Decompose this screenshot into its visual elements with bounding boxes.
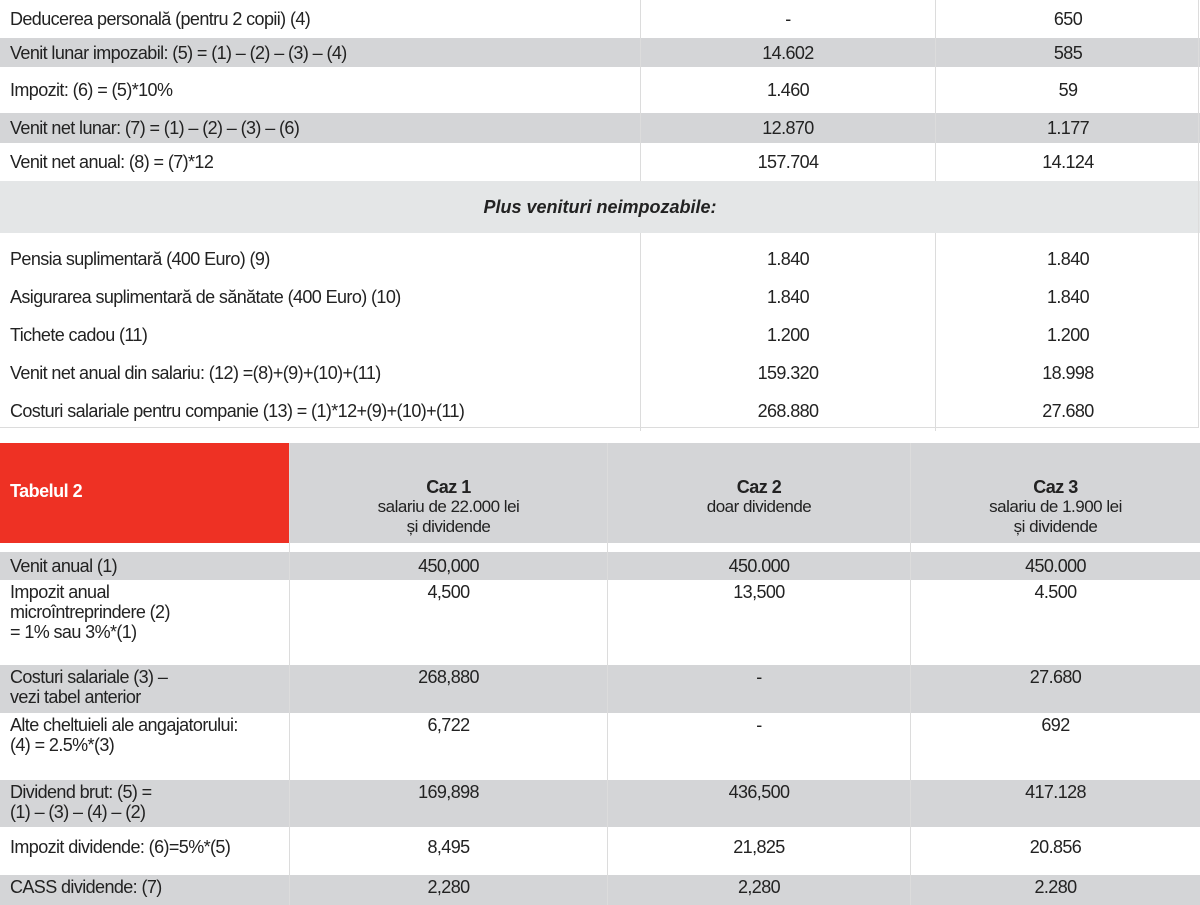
row-label: Venit lunar impozabil: (5) = (1) – (2) –… [10, 43, 347, 63]
row-value: 436,500 [607, 780, 910, 827]
table-row: Impozit anual microîntreprindere (2) = 1… [0, 580, 1200, 665]
row-value: 450.000 [910, 552, 1200, 580]
table-row: Alte cheltuieli ale angajatorului: (4) =… [0, 713, 1200, 780]
table-row: Venit net anual din salariu: (12) =(8)+(… [0, 355, 1200, 393]
row-value: 268,880 [289, 665, 607, 713]
row-value: 450.000 [607, 552, 910, 580]
column-header-caz-3: Caz 3 salariu de 1.900 lei și dividende [910, 443, 1200, 543]
row-value: 2,280 [289, 875, 607, 905]
table-row: Tichete cadou (11) 1.200 1.200 [0, 317, 1200, 355]
row-value: 4.500 [910, 580, 1200, 665]
row-label: Alte cheltuieli ale angajatorului: (4) =… [10, 715, 238, 755]
table-column-lines [0, 543, 1200, 552]
row-value: 8,495 [289, 827, 607, 875]
column-header-caz-2: Caz 2 doar dividende [607, 443, 910, 543]
column-header-caz-1: Caz 1 salariu de 22.000 lei și dividende [289, 443, 607, 543]
table-row: Venit anual (1) 450,000 450.000 450.000 [0, 552, 1200, 580]
table-2-title: Tabelul 2 [0, 443, 289, 543]
row-value: 59 [935, 67, 1200, 113]
table-2-header: Tabelul 2 Caz 1 salariu de 22.000 lei și… [0, 443, 1200, 543]
row-label: Impozit: (6) = (5)*10% [10, 80, 173, 100]
divider [289, 543, 290, 552]
row-label: Venit net lunar: (7) = (1) – (2) – (3) –… [10, 118, 300, 138]
row-value: 4,500 [289, 580, 607, 665]
row-value: 12.870 [640, 113, 935, 143]
row-value: 1.840 [640, 279, 935, 317]
column-sub2: și dividende [406, 517, 491, 536]
row-value: 13,500 [607, 580, 910, 665]
column-sub: doar dividende [706, 497, 812, 516]
row-value: 585 [935, 38, 1200, 67]
row-value: 21,825 [607, 827, 910, 875]
column-name: Caz 2 [736, 477, 782, 497]
row-value: 159.320 [640, 355, 935, 393]
row-value: 268.880 [640, 393, 935, 431]
row-value: - [640, 0, 935, 38]
row-value: 20.856 [910, 827, 1200, 875]
row-value: 1.200 [640, 317, 935, 355]
row-value: 169,898 [289, 780, 607, 827]
row-label: Tichete cadou (11) [10, 325, 148, 345]
row-value: 1.460 [640, 67, 935, 113]
divider [607, 543, 608, 552]
row-value: 1.840 [640, 241, 935, 279]
row-label: Pensia suplimentară (400 Euro) (9) [10, 249, 270, 269]
table-row: Costuri salariale (3) – vezi tabel anter… [0, 665, 1200, 713]
row-label: Dividend brut: (5) = (1) – (3) – (4) – (… [10, 782, 152, 822]
divider [640, 233, 641, 241]
row-value: 450,000 [289, 552, 607, 580]
row-label: CASS dividende: (7) [10, 877, 162, 897]
column-name: Caz 1 [426, 477, 471, 497]
row-label: Impozit dividende: (6)=5%*(5) [10, 837, 231, 857]
table-row: Venit net lunar: (7) = (1) – (2) – (3) –… [0, 113, 1200, 143]
row-value: 27.680 [910, 665, 1200, 713]
row-label: Venit net anual din salariu: (12) =(8)+(… [10, 363, 381, 383]
row-label: Costuri salariale pentru companie (13) =… [10, 401, 465, 421]
row-value: 417.128 [910, 780, 1200, 827]
row-label: Costuri salariale (3) – vezi tabel anter… [10, 667, 168, 707]
column-sub2: și dividende [1013, 517, 1098, 536]
row-value: 157.704 [640, 143, 935, 181]
divider [935, 233, 936, 241]
row-value: 692 [910, 713, 1200, 780]
table-row: Deducerea personală (pentru 2 copii) (4)… [0, 0, 1200, 38]
table-row: Impozit dividende: (6)=5%*(5) 8,495 21,825… [0, 827, 1200, 875]
row-value: 1.840 [935, 279, 1200, 317]
row-label: Asigurarea suplimentară de sănătate (400… [10, 287, 401, 307]
table-row: Asigurarea suplimentară de sănătate (400… [0, 279, 1200, 317]
row-label: Deducerea personală (pentru 2 copii) (4) [10, 9, 311, 29]
row-value: 1.200 [935, 317, 1200, 355]
row-value: 2.280 [910, 875, 1200, 905]
column-sub: salariu de 22.000 lei [377, 497, 520, 516]
table-row: Venit lunar impozabil: (5) = (1) – (2) –… [0, 38, 1200, 67]
row-value: 1.177 [935, 113, 1200, 143]
row-label: Venit anual (1) [10, 556, 118, 576]
row-value: 6,722 [289, 713, 607, 780]
row-value: 14.602 [640, 38, 935, 67]
section-title: Plus venituri neimpozabile: [0, 181, 1200, 233]
table-row: Impozit: (6) = (5)*10% 1.460 59 [0, 67, 1200, 113]
table-row: Pensia suplimentară (400 Euro) (9) 1.840 1… [0, 241, 1200, 279]
divider [910, 543, 911, 552]
table-row: Dividend brut: (5) = (1) – (3) – (4) – (… [0, 780, 1200, 827]
column-name: Caz 3 [1033, 477, 1078, 497]
table-row: CASS dividende: (7) 2,280 2,280 2.280 [0, 875, 1200, 905]
row-value: 1.840 [935, 241, 1200, 279]
row-value: - [607, 665, 910, 713]
row-value: 14.124 [935, 143, 1200, 181]
row-value: 18.998 [935, 355, 1200, 393]
table-row: Costuri salariale pentru companie (13) =… [0, 393, 1200, 431]
row-label: Impozit anual microîntreprindere (2) = 1… [10, 582, 170, 642]
column-sub: salariu de 1.900 lei [989, 497, 1122, 516]
row-value: 650 [935, 0, 1200, 38]
row-label: Venit net anual: (8) = (7)*12 [10, 152, 214, 172]
table-column-lines [0, 233, 1200, 241]
row-value: - [607, 713, 910, 780]
table-row: Venit net anual: (8) = (7)*12 157.704 14.1… [0, 143, 1200, 181]
row-value: 2,280 [607, 875, 910, 905]
row-value: 27.680 [935, 393, 1200, 431]
